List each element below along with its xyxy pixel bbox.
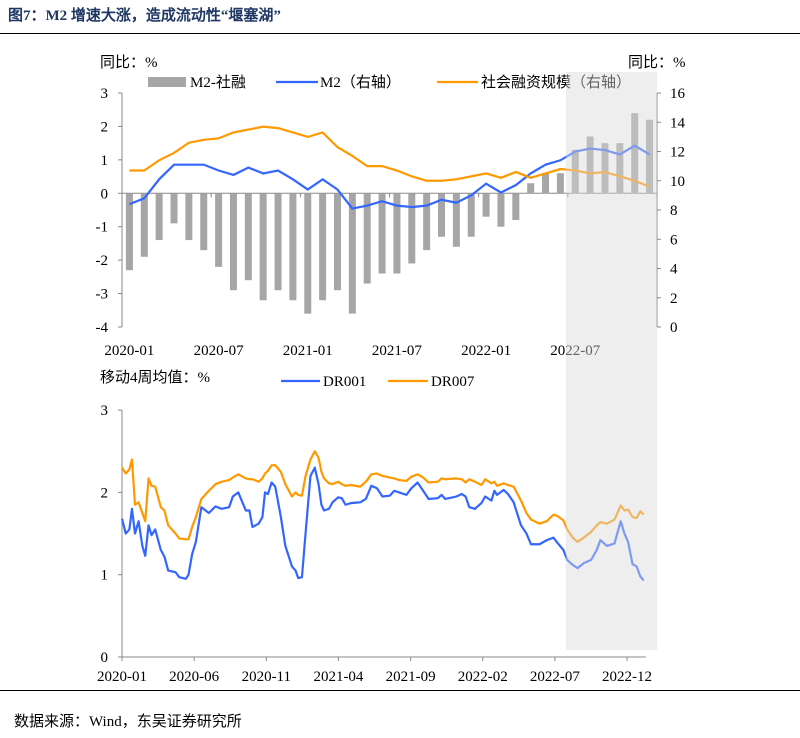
legend-label-m2: M2（右轴） — [320, 74, 401, 91]
bar-m2-minus-tsf — [378, 193, 386, 274]
x-tick-label: 2022-07 — [530, 669, 580, 685]
legend-label-dr007: DR007 — [431, 374, 475, 390]
x-tick-label: 2021-01 — [283, 343, 333, 359]
y-axis-unit: 移动4周均值：% — [100, 369, 210, 386]
bar-m2-minus-tsf — [646, 119, 654, 194]
highlight-region — [565, 72, 657, 650]
left-tick-label: -3 — [96, 287, 109, 303]
bar-m2-minus-tsf — [319, 193, 327, 301]
x-tick-label: 2022-12 — [602, 669, 652, 685]
line-dr001 — [120, 466, 645, 582]
bar-m2-minus-tsf — [215, 193, 223, 267]
figure-title: 图7：M2 增速大涨，造成流动性“堰塞湖” — [8, 8, 281, 24]
left-tick-label: -1 — [96, 220, 109, 236]
bar-m2-minus-tsf — [125, 193, 133, 271]
bar-m2-minus-tsf — [616, 143, 624, 194]
left-tick-label: 3 — [101, 86, 109, 102]
x-tick-label: 2021-04 — [313, 669, 363, 685]
line-tsf — [129, 125, 650, 188]
bar-m2-minus-tsf — [467, 193, 475, 237]
x-tick-label: 2020-07 — [194, 343, 244, 359]
legend-swatch-bar — [148, 77, 186, 87]
right-tick-label: 4 — [670, 262, 678, 278]
x-tick-label: 2020-01 — [97, 669, 147, 685]
x-tick-label: 2022-01 — [461, 343, 511, 359]
bar-m2-minus-tsf — [170, 193, 178, 224]
bar-m2-minus-tsf — [393, 193, 401, 274]
x-tick-label: 2020-06 — [169, 669, 219, 685]
right-axis-unit: 同比：% — [628, 54, 686, 71]
bar-m2-minus-tsf — [542, 173, 550, 194]
bottom-rule — [0, 690, 800, 691]
left-tick-label: -2 — [96, 253, 109, 269]
right-tick-label: 16 — [670, 86, 686, 102]
x-tick-label: 2020-11 — [242, 669, 291, 685]
bar-m2-minus-tsf — [527, 183, 535, 194]
legend-label-bar: M2-社融 — [190, 74, 246, 91]
bar-m2-minus-tsf — [556, 173, 564, 194]
legend-label-dr001: DR001 — [323, 374, 366, 390]
bar-m2-minus-tsf — [244, 193, 252, 281]
right-tick-label: 10 — [670, 174, 685, 190]
left-tick-label: 1 — [101, 153, 109, 169]
x-tick-label: 2022-02 — [458, 669, 508, 685]
y-tick-label: 2 — [101, 485, 109, 501]
bar-m2-minus-tsf — [482, 193, 490, 217]
right-tick-label: 14 — [670, 115, 686, 131]
bar-m2-minus-tsf — [333, 193, 341, 291]
right-tick-label: 0 — [670, 320, 678, 336]
line-m2 — [129, 144, 651, 210]
x-tick-label: 2021-07 — [372, 343, 422, 359]
bar-m2-minus-tsf — [140, 193, 148, 257]
x-tick-label: 2022-07 — [550, 343, 600, 359]
x-tick-label: 2020-01 — [104, 343, 154, 359]
bar-m2-minus-tsf — [452, 193, 460, 247]
x-tick-label: 2021-09 — [386, 669, 436, 685]
legend-label-tsf: 社会融资规模（右轴） — [481, 74, 631, 91]
bar-m2-minus-tsf — [512, 193, 520, 221]
right-tick-label: 12 — [670, 145, 685, 161]
source-note: 数据来源：Wind，东吴证券研究所 — [14, 714, 242, 730]
bar-m2-minus-tsf — [363, 193, 371, 284]
bar-m2-minus-tsf — [200, 193, 208, 251]
bar-m2-minus-tsf — [438, 193, 446, 237]
right-tick-label: 2 — [670, 291, 678, 307]
bar-m2-minus-tsf — [586, 136, 594, 194]
left-tick-label: -4 — [96, 320, 109, 336]
bar-m2-minus-tsf — [155, 193, 163, 241]
left-tick-label: 0 — [101, 186, 109, 202]
bar-m2-minus-tsf — [631, 113, 639, 194]
bar-m2-minus-tsf — [274, 193, 282, 291]
bar-m2-minus-tsf — [423, 193, 431, 251]
bar-m2-minus-tsf — [229, 193, 237, 291]
line-dr007 — [121, 450, 645, 543]
right-tick-label: 8 — [670, 203, 678, 219]
y-tick-label: 3 — [101, 403, 109, 419]
bar-m2-minus-tsf — [408, 193, 416, 264]
right-tick-label: 6 — [670, 232, 678, 248]
left-axis-unit: 同比：% — [100, 54, 158, 71]
top-rule — [0, 33, 800, 34]
bar-m2-minus-tsf — [304, 193, 312, 314]
y-tick-label: 0 — [101, 650, 109, 666]
y-tick-label: 1 — [101, 568, 109, 584]
left-tick-label: 2 — [101, 119, 109, 135]
bar-m2-minus-tsf — [601, 143, 609, 194]
bar-m2-minus-tsf — [185, 193, 193, 241]
bar-m2-minus-tsf — [348, 193, 356, 314]
bar-m2-minus-tsf — [497, 193, 505, 227]
bar-m2-minus-tsf — [259, 193, 267, 301]
bar-m2-minus-tsf — [289, 193, 297, 301]
